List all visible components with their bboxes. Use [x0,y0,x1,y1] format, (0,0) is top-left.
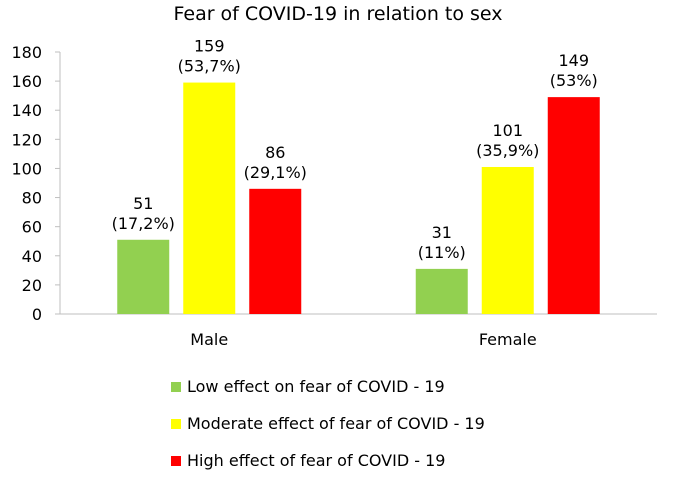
y-tick-label: 60 [22,218,42,237]
y-tick-label: 80 [22,189,42,208]
data-labels: 51(17,2%) 31(11%) 159(53,7%) 101(35,9%) 86(2… [112,37,598,262]
y-tick-label: 160 [11,72,42,91]
y-tick-label: 140 [11,101,42,120]
legend-item: Moderate effect of fear of COVID - 19 [171,405,485,442]
bar [249,188,302,314]
y-tick-label: 100 [11,159,42,178]
data-label: (29,1%) [244,163,307,182]
legend-swatch [171,418,181,429]
bar-chart: Fear of COVID-19 in relation to sex 0 20 4… [11,3,657,349]
data-label: 149 [558,51,589,70]
y-axis: 0 20 40 60 80 100 120 140 160 180 [11,43,61,324]
legend-label: High effect of fear of COVID - 19 [187,451,446,470]
bar [117,239,170,314]
legend-item: High effect of fear of COVID - 19 [171,442,485,479]
x-tick-label: Female [479,330,537,349]
data-label: 101 [492,121,523,140]
data-label: 51 [133,194,153,213]
y-tick-label: 20 [22,276,42,295]
data-label: (53,7%) [178,57,241,76]
legend-label: Low effect on fear of COVID - 19 [187,377,445,396]
legend-swatch [171,381,181,392]
data-label: (35,9%) [476,141,539,160]
legend-label: Moderate effect of fear of COVID - 19 [187,414,485,433]
bar [481,166,534,314]
data-label: (17,2%) [112,214,175,233]
bar [415,268,468,314]
x-axis: Male Female [60,313,657,349]
data-label: 86 [265,143,285,162]
data-label: 31 [432,223,452,242]
y-tick-label: 180 [11,43,42,62]
chart-title: Fear of COVID-19 in relation to sex [173,3,502,25]
bar [183,82,236,314]
bars [117,82,600,314]
y-tick-label: 120 [11,130,42,149]
y-tick-label: 40 [22,247,42,266]
data-label: (53%) [550,71,598,90]
legend-swatch [171,455,181,466]
legend: Low effect on fear of COVID - 19 Moderate… [171,368,485,479]
x-tick-label: Male [190,330,228,349]
data-label: (11%) [418,243,466,262]
bar [547,97,600,314]
data-label: 159 [194,37,225,56]
y-tick-label: 0 [32,305,42,324]
legend-item: Low effect on fear of COVID - 19 [171,368,485,405]
